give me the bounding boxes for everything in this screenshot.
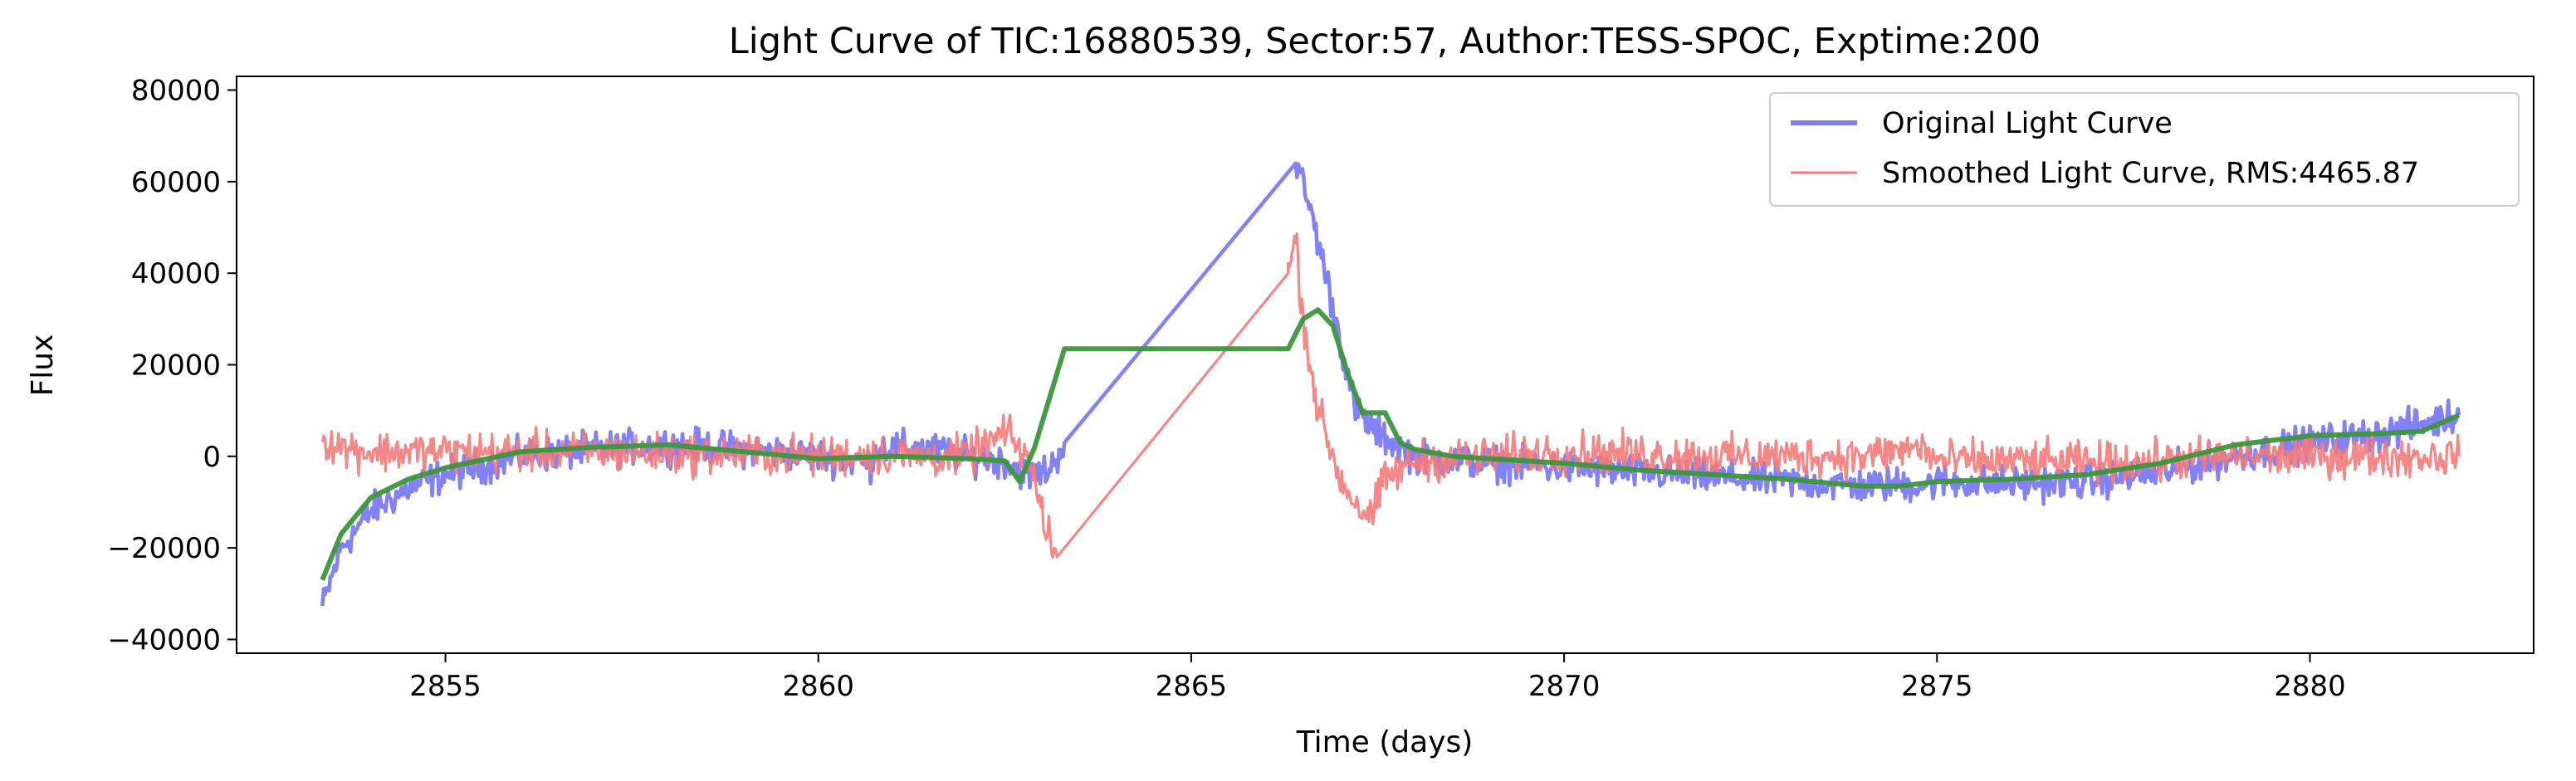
series-line-0 [320,161,2461,607]
y-tick-label: 60000 [131,166,221,199]
y-tick-label: 20000 [131,349,221,383]
legend: Original Light Curve Smoothed Light Curv… [1769,92,2520,207]
y-tick-label: −40000 [107,623,221,657]
y-tick-label: 80000 [131,75,221,108]
y-tick-label: 0 [203,441,221,474]
y-axis-label: Flux [26,334,60,397]
x-axis: 2855 2860 2865 2870 2875 2880 [409,653,2346,703]
series-line-2 [320,307,2461,581]
x-tick-label: 2880 [2274,670,2346,703]
x-axis-label: Time (days) [1296,725,1474,759]
x-tick-label: 2855 [409,670,481,703]
x-tick-label: 2860 [782,670,854,703]
series-line-1 [320,232,2461,559]
y-axis: −40000 −20000 0 20000 40000 60000 80000 [107,75,237,657]
legend-label-smoothed: Smoothed Light Curve, RMS:4465.87 [1882,157,2419,190]
x-tick-label: 2865 [1156,670,1228,703]
x-tick-label: 2875 [1901,670,1973,703]
legend-label-original: Original Light Curve [1882,107,2173,140]
y-tick-label: −20000 [107,532,221,565]
y-tick-label: 40000 [131,257,221,290]
chart-title: Light Curve of TIC:16880539, Sector:57, … [729,21,2041,62]
x-tick-label: 2870 [1528,670,1601,703]
series-layer [320,161,2461,607]
legend-box [1769,92,2520,207]
